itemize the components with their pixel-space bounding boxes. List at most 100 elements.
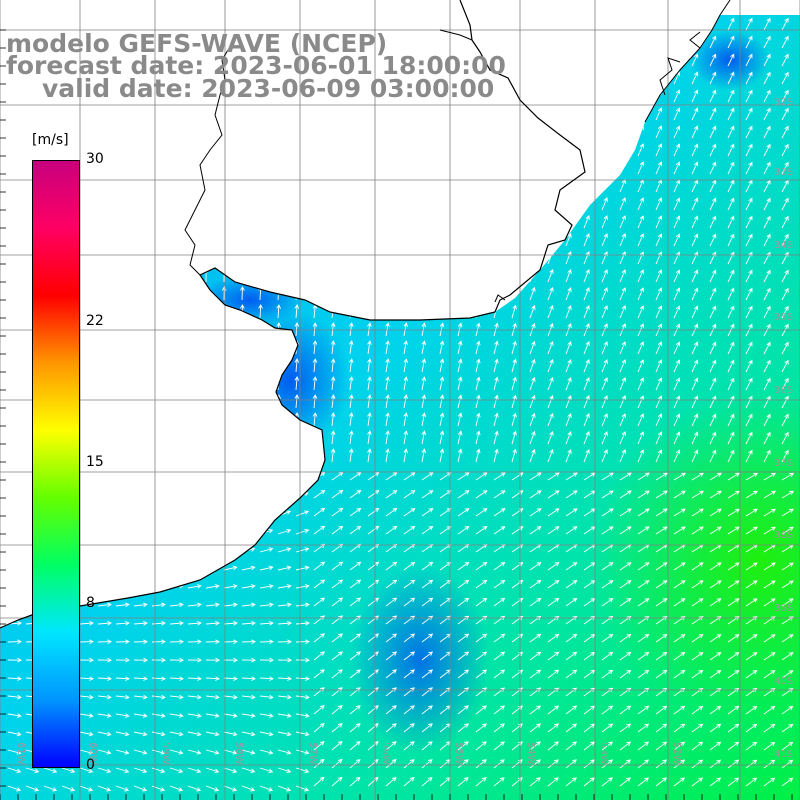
wind-arrow <box>385 705 397 715</box>
wind-arrow <box>529 580 541 589</box>
wind-arrow <box>385 597 397 607</box>
wind-arrow-head <box>338 597 344 602</box>
wind-arrow <box>475 615 487 625</box>
wind-arrow <box>781 414 789 427</box>
wind-arrow-head <box>572 759 577 764</box>
wind-arrow <box>511 395 516 409</box>
wind-arrow-head <box>410 615 416 620</box>
wind-arrow <box>313 525 325 535</box>
wind-arrow-head <box>476 106 481 112</box>
wind-arrow <box>7 548 21 553</box>
wind-arrow-head <box>16 547 22 552</box>
wind-arrow <box>745 126 753 139</box>
wind-arrow-head <box>644 598 650 603</box>
wind-arrow <box>565 305 572 319</box>
wind-arrow-head <box>250 565 256 571</box>
wind-arrow-head <box>421 412 427 418</box>
wind-arrow-head <box>215 657 220 663</box>
wind-arrow-head <box>149 178 154 183</box>
wind-arrow <box>727 252 735 265</box>
wind-arrow-head <box>89 620 94 626</box>
wind-arrow-head <box>203 160 209 165</box>
wind-arrow-head <box>531 124 536 130</box>
wind-arrow-head <box>330 268 336 273</box>
wind-arrow <box>439 107 444 121</box>
wind-arrow-head <box>251 639 256 644</box>
wind-arrow <box>277 749 291 754</box>
wind-arrow <box>421 197 425 211</box>
wind-arrow <box>493 633 505 643</box>
wind-arrow-head <box>603 323 608 329</box>
wind-arrow-head <box>585 449 590 454</box>
wind-arrow-head <box>494 106 499 112</box>
latitude-label: 41S <box>774 749 793 760</box>
coastline <box>0 0 586 629</box>
wind-arrow-head <box>161 620 166 626</box>
wind-arrow-head <box>621 269 626 275</box>
wind-arrow-head <box>748 143 753 149</box>
wind-arrow <box>565 359 572 373</box>
wind-arrow-head <box>639 269 644 275</box>
wind-arrow-head <box>124 528 130 534</box>
wind-arrow-head <box>766 287 771 293</box>
wind-arrow <box>259 304 262 319</box>
wind-arrow-head <box>167 196 173 201</box>
wind-arrow <box>691 198 698 211</box>
wind-arrow-head <box>421 268 427 274</box>
wind-arrow-head <box>549 359 554 364</box>
wind-arrow-head <box>348 214 354 219</box>
wind-arrow <box>133 548 147 553</box>
wind-arrow-head <box>356 723 361 728</box>
wind-arrow-head <box>161 602 166 608</box>
wind-arrow-head <box>214 584 220 589</box>
wind-arrow <box>709 777 721 787</box>
wind-arrow-head <box>421 124 427 130</box>
wind-arrow <box>313 490 325 499</box>
wind-arrow-head <box>196 731 202 737</box>
wind-arrow-head <box>421 340 427 346</box>
wind-arrow <box>187 731 201 736</box>
wind-arrow <box>745 36 753 49</box>
wind-arrow <box>583 777 595 787</box>
wind-arrow-head <box>603 233 608 239</box>
wind-arrow <box>565 580 577 589</box>
wind-arrow <box>23 233 27 247</box>
wind-arrow-head <box>603 197 608 203</box>
wind-arrow <box>115 492 129 499</box>
wind-arrow <box>241 322 243 337</box>
wind-arrow <box>5 341 9 355</box>
wind-arrow-head <box>457 448 463 454</box>
wind-arrow-head <box>639 17 644 23</box>
wind-arrow <box>619 431 626 445</box>
wind-arrow-head <box>662 508 668 513</box>
wind-arrow-head <box>312 448 318 453</box>
wind-arrow-head <box>494 88 499 94</box>
wind-arrow-head <box>105 492 111 497</box>
longitude-label: 53W <box>598 742 609 765</box>
wind-arrow <box>439 580 451 589</box>
wind-arrow-head <box>258 196 263 201</box>
wind-arrow <box>457 490 470 499</box>
wind-arrow-head <box>536 705 542 710</box>
wind-arrow <box>313 287 316 301</box>
wind-arrow <box>619 759 631 769</box>
wind-arrow-head <box>268 768 274 774</box>
wind-arrow-head <box>403 286 409 292</box>
wind-arrow <box>367 269 371 283</box>
wind-arrow-head <box>320 561 326 566</box>
wind-arrow <box>493 544 505 553</box>
wind-arrow-head <box>766 161 771 167</box>
wind-arrow <box>727 562 740 571</box>
wind-arrow <box>115 767 129 773</box>
wind-arrow-head <box>106 787 112 792</box>
wind-arrow-head <box>482 633 488 639</box>
wind-arrow <box>745 342 753 355</box>
wind-arrow-head <box>716 777 722 782</box>
wind-arrow-head <box>680 687 686 693</box>
wind-arrow-head <box>554 526 560 531</box>
wind-arrow <box>655 233 662 247</box>
wind-arrow <box>727 360 735 373</box>
wind-arrow-head <box>367 232 372 238</box>
wind-arrow <box>205 566 219 571</box>
wind-arrow-head <box>4 16 9 22</box>
